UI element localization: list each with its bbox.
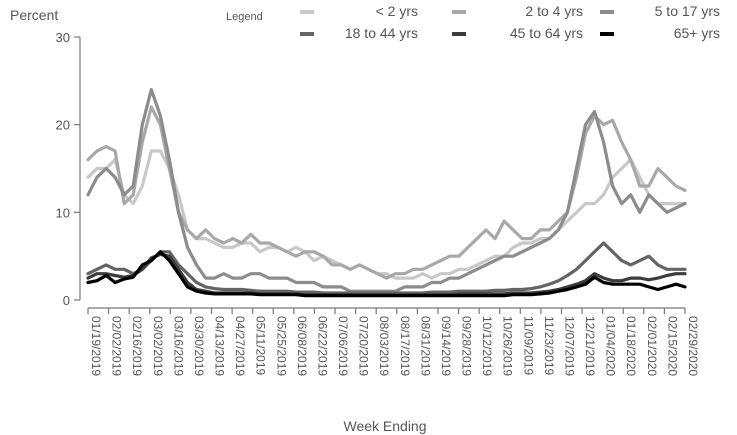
- x-tick-label: 04/13/2019: [213, 316, 227, 376]
- legend-label: 18 to 44 yrs: [345, 25, 418, 41]
- x-tick-label: 09/14/2019: [439, 316, 453, 376]
- x-tick-label: 01/04/2020: [604, 316, 618, 376]
- legend-label: 2 to 4 yrs: [525, 3, 583, 19]
- x-tick-label: 08/31/2019: [418, 316, 432, 376]
- x-tick-label: 11/23/2019: [542, 316, 556, 375]
- y-axis: 0 10 20 30: [56, 30, 81, 308]
- series-line-2: [86, 87, 687, 293]
- x-tick-label: 06/22/2019: [315, 316, 329, 376]
- x-tick-label: 08/03/2019: [377, 316, 391, 376]
- x-tick-label: 06/08/2019: [295, 316, 309, 376]
- series-lines: [86, 87, 687, 298]
- series-line-3: [86, 241, 687, 295]
- legend-label: 65+ yrs: [674, 25, 720, 41]
- x-tick-label: 07/20/2019: [357, 316, 371, 376]
- legend: < 2 yrs 2 to 4 yrs 5 to 17 yrs 18 to 44 yrs…: [300, 3, 720, 41]
- x-tick-label: 12/07/2019: [562, 316, 576, 376]
- x-tick-label: 03/02/2019: [151, 316, 165, 376]
- x-tick-label: 08/17/2019: [398, 316, 412, 376]
- x-tick-label: 01/19/2019: [89, 316, 103, 376]
- x-tick-label: 03/16/2019: [171, 316, 185, 376]
- x-tick-label: 12/21/2019: [583, 316, 597, 376]
- x-tick-label: 02/01/2020: [645, 316, 659, 376]
- x-tick-label: 01/18/2020: [624, 316, 638, 376]
- x-tick-label: 02/15/2020: [665, 316, 679, 376]
- x-tick-label: 09/28/2019: [460, 316, 474, 376]
- x-tick-label: 03/30/2019: [192, 316, 206, 376]
- x-axis: 01/19/2019 02/02/2019 02/16/2019 03/02/2019…: [87, 307, 700, 376]
- y-tick-label: 20: [56, 118, 70, 133]
- x-tick-label: 05/25/2019: [274, 316, 288, 376]
- y-tick-label: 0: [63, 293, 70, 308]
- legend-title: Legend: [226, 11, 263, 23]
- series-line-5: [86, 250, 687, 298]
- legend-label: < 2 yrs: [376, 3, 418, 19]
- x-tick-label: 02/16/2019: [130, 316, 144, 376]
- legend-label: 5 to 17 yrs: [655, 3, 720, 19]
- x-tick-label: 10/12/2019: [480, 316, 494, 376]
- x-tick-label: 02/29/2020: [686, 316, 700, 376]
- x-tick-label: 10/26/2019: [501, 316, 515, 376]
- y-axis-title: Percent: [10, 7, 58, 23]
- x-tick-label: 02/02/2019: [110, 316, 124, 376]
- x-axis-title: Week Ending: [343, 418, 426, 434]
- y-tick-label: 30: [56, 30, 70, 45]
- x-tick-label: 11/09/2019: [521, 316, 535, 375]
- x-tick-label: 04/27/2019: [233, 316, 247, 376]
- x-tick-label: 05/11/2019: [254, 316, 268, 375]
- legend-label: 45 to 64 yrs: [510, 25, 583, 41]
- series-line-1: [86, 105, 687, 280]
- y-tick-label: 10: [56, 205, 70, 220]
- x-tick-label: 07/06/2019: [336, 316, 350, 376]
